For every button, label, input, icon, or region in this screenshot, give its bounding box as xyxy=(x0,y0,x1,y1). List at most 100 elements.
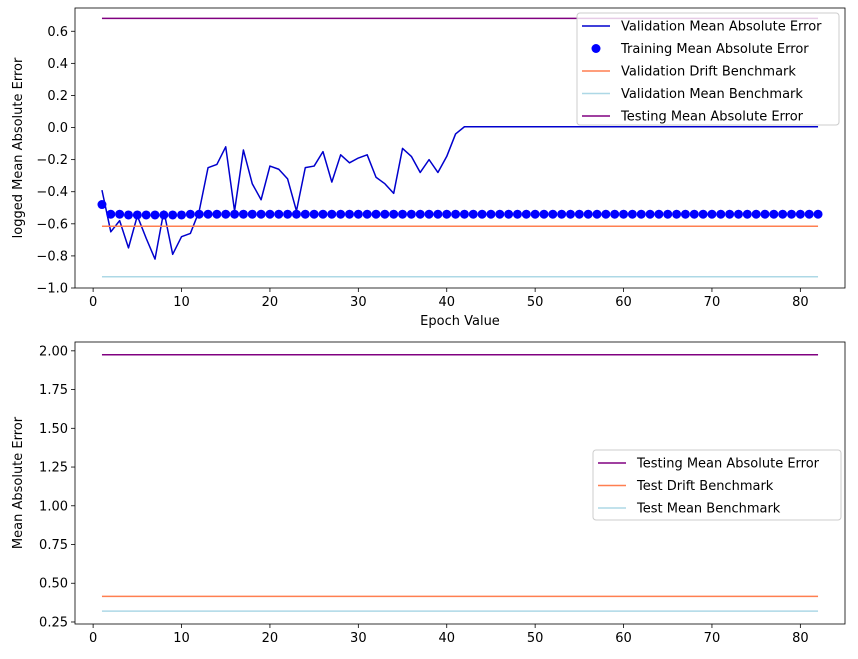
data-point xyxy=(230,209,240,219)
x-tick-label: 40 xyxy=(438,295,455,310)
data-point xyxy=(424,209,434,219)
data-point xyxy=(318,209,328,219)
y-tick-label: −0.4 xyxy=(36,185,68,200)
legend-label: Training Mean Absolute Error xyxy=(620,42,809,57)
data-point xyxy=(645,209,655,219)
data-point xyxy=(185,209,195,219)
data-point xyxy=(654,209,664,219)
data-point xyxy=(265,209,275,219)
data-point xyxy=(707,209,717,219)
data-point xyxy=(256,209,266,219)
data-point xyxy=(141,210,151,220)
data-point xyxy=(760,209,770,219)
data-point xyxy=(804,209,814,219)
data-point xyxy=(557,209,567,219)
data-point xyxy=(504,209,514,219)
legend-label: Testing Mean Absolute Error xyxy=(636,457,820,472)
y-tick-label: 0.6 xyxy=(47,25,68,40)
data-point xyxy=(291,209,301,219)
legend-label: Validation Mean Absolute Error xyxy=(621,20,822,35)
data-point xyxy=(495,209,505,219)
data-point xyxy=(787,209,797,219)
y-tick-label: −0.6 xyxy=(36,217,68,232)
legend-item: Training Mean Absolute Error xyxy=(591,42,809,57)
data-point xyxy=(415,209,425,219)
x-tick-label: 30 xyxy=(350,295,367,310)
legend: Validation Mean Absolute Error Training M… xyxy=(576,12,840,126)
y-tick-label: 1.25 xyxy=(39,461,68,476)
x-tick-label: 70 xyxy=(704,295,721,310)
series-line xyxy=(101,125,819,260)
x-tick-label: 50 xyxy=(527,631,544,646)
data-point xyxy=(725,209,735,219)
series-scatter-2 xyxy=(97,200,823,220)
y-tick-label: 0.2 xyxy=(47,89,68,104)
data-point xyxy=(689,209,699,219)
data-point xyxy=(742,209,752,219)
x-tick-label: 0 xyxy=(89,295,97,310)
y-axis-label: Mean Absolute Error xyxy=(11,416,26,549)
data-point xyxy=(733,209,743,219)
y-tick-label: 0.0 xyxy=(47,121,68,136)
data-point xyxy=(336,209,346,219)
data-point xyxy=(459,209,469,219)
x-tick-label: 60 xyxy=(615,631,632,646)
data-point xyxy=(327,209,337,219)
data-point xyxy=(123,210,133,220)
data-point xyxy=(672,209,682,219)
data-point xyxy=(477,209,487,219)
data-point xyxy=(795,209,805,219)
data-point xyxy=(212,209,222,219)
data-point xyxy=(592,209,602,219)
data-point xyxy=(751,209,761,219)
y-tick-label: 0.25 xyxy=(39,615,68,630)
data-point xyxy=(574,209,584,219)
data-point xyxy=(106,209,116,219)
data-point xyxy=(778,209,788,219)
x-tick-label: 50 xyxy=(527,295,544,310)
data-point xyxy=(619,209,629,219)
x-tick-label: 10 xyxy=(173,631,190,646)
legend-item: Validation Mean Benchmark xyxy=(582,87,803,102)
data-point xyxy=(610,209,620,219)
legend-label: Validation Mean Benchmark xyxy=(621,87,803,102)
data-point xyxy=(530,209,540,219)
data-point xyxy=(194,209,204,219)
data-point xyxy=(371,209,381,219)
x-tick-label: 10 xyxy=(173,295,190,310)
data-point xyxy=(521,209,531,219)
x-tick-label: 40 xyxy=(438,631,455,646)
data-point xyxy=(548,209,558,219)
data-point xyxy=(583,209,593,219)
data-point xyxy=(601,209,611,219)
data-point xyxy=(283,209,293,219)
chart-2: 0 10 20 30 40 50 60 70 80 0.25 0.50 0.75 1.00 1.25 1.5… xyxy=(11,341,846,646)
data-point xyxy=(221,209,231,219)
x-tick-label: 20 xyxy=(262,295,279,310)
data-point xyxy=(97,200,107,210)
data-point xyxy=(451,209,461,219)
data-point xyxy=(486,209,496,219)
x-tick-label: 20 xyxy=(262,631,279,646)
legend-item: Test Mean Benchmark xyxy=(598,502,781,517)
x-tick-label: 0 xyxy=(89,631,97,646)
data-point xyxy=(203,209,213,219)
chart-1: 0 10 20 30 40 50 60 70 80 −1.0 −0.8 −0.6 −0.4 −0.2 0.0… xyxy=(11,7,846,329)
data-point xyxy=(406,209,416,219)
data-point xyxy=(663,209,673,219)
legend-marker xyxy=(591,44,601,53)
data-point xyxy=(159,210,169,220)
data-point xyxy=(433,209,443,219)
data-point xyxy=(389,209,399,219)
legend-label: Validation Drift Benchmark xyxy=(621,65,796,80)
data-point xyxy=(716,209,726,219)
y-tick-label: −0.8 xyxy=(36,249,68,264)
y-tick-label: −0.2 xyxy=(36,153,68,168)
legend-item: Validation Mean Absolute Error xyxy=(582,20,822,35)
data-point xyxy=(512,209,522,219)
data-point xyxy=(132,210,142,220)
legend-item: Testing Mean Absolute Error xyxy=(582,110,804,125)
data-point xyxy=(309,209,319,219)
legend-label: Test Drift Benchmark xyxy=(636,479,774,494)
y-tick-label: 1.50 xyxy=(39,422,68,437)
